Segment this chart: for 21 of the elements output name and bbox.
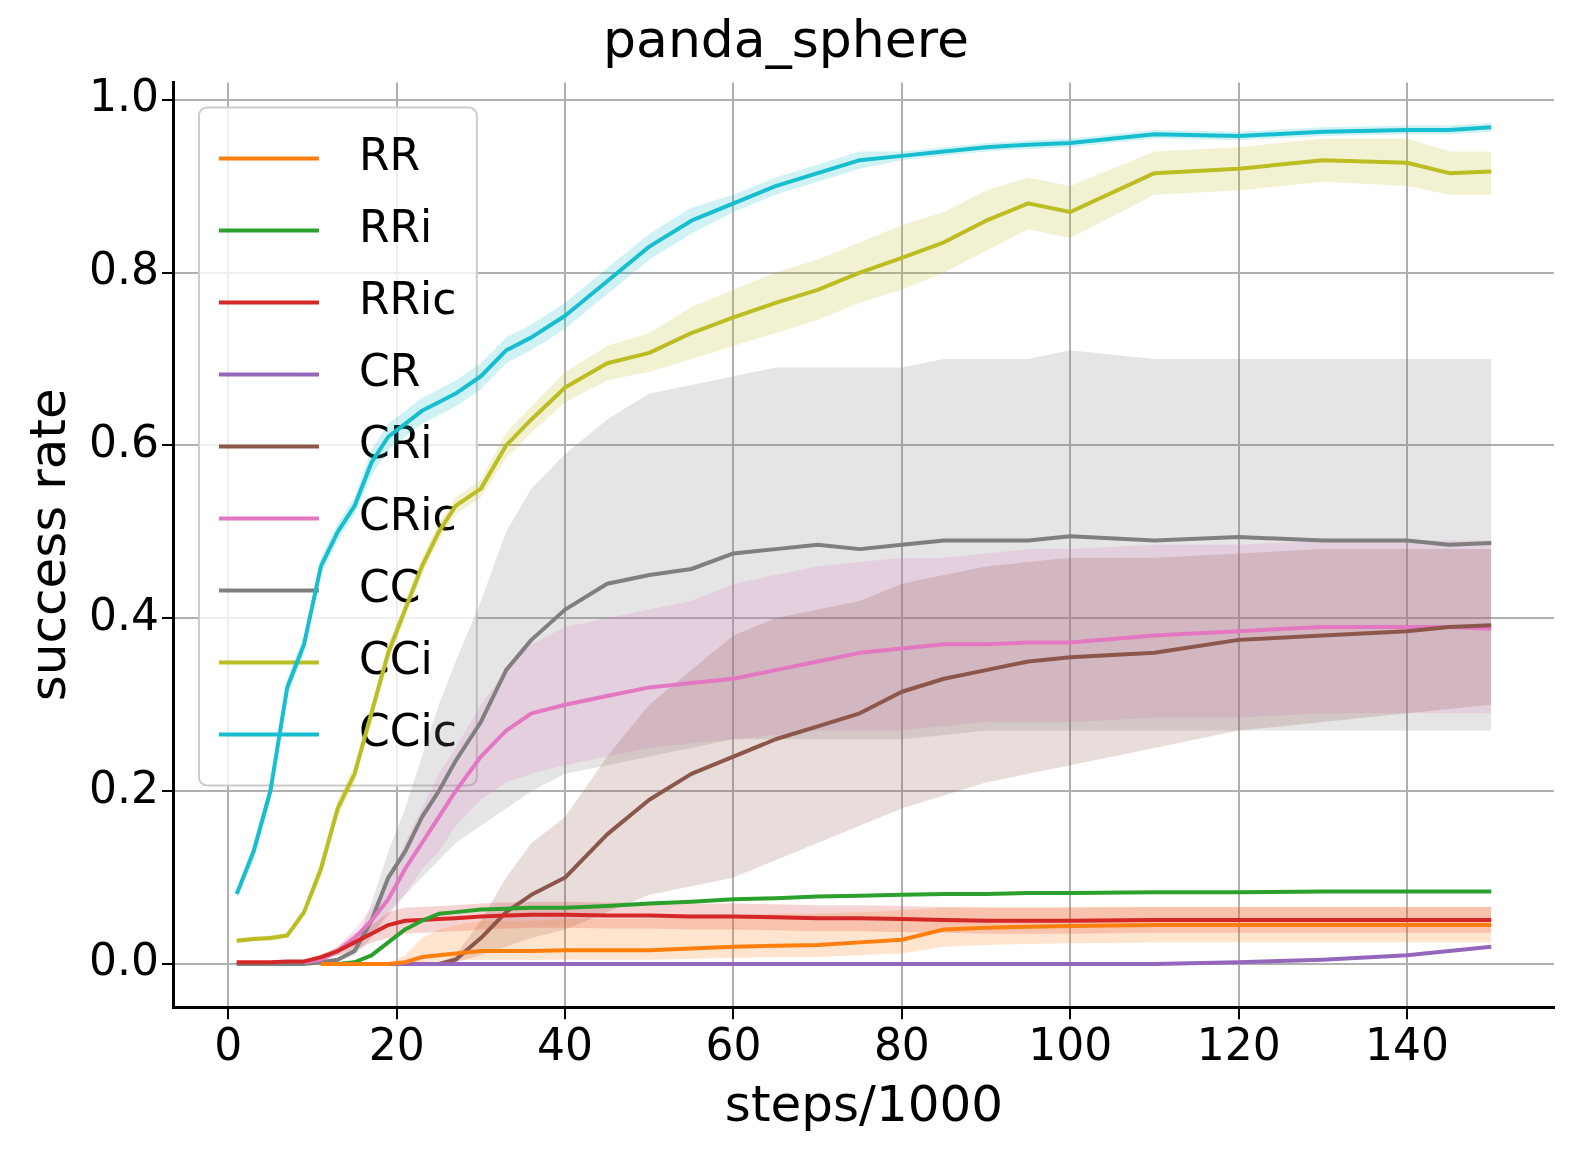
legend-label: RR: [358, 128, 421, 180]
x-tick-label: 0: [214, 1019, 243, 1071]
legend-label: RRic: [358, 272, 457, 324]
legend-label: CR: [358, 344, 421, 396]
x-tick-label: 100: [1028, 1019, 1113, 1071]
x-tick-label: 140: [1365, 1019, 1450, 1071]
x-tick-label: 40: [537, 1019, 594, 1071]
y-tick-label: 0.6: [88, 415, 159, 467]
x-tick-label: 80: [873, 1019, 930, 1071]
x-tick-label: 20: [368, 1019, 425, 1071]
chart-title: panda_sphere: [603, 8, 969, 69]
y-tick-label: 0.4: [88, 588, 159, 640]
y-tick-label: 0.8: [88, 242, 159, 294]
y-axis-title: success rate: [18, 388, 77, 702]
y-tick-label: 0.2: [88, 761, 159, 813]
y-tick-label: 1.0: [88, 70, 159, 122]
x-tick-label: 60: [705, 1019, 762, 1071]
legend-label: RRi: [358, 200, 433, 252]
x-tick-label: 120: [1196, 1019, 1281, 1071]
y-tick-label: 0.0: [88, 934, 159, 986]
x-axis-title: steps/1000: [724, 1074, 1004, 1133]
